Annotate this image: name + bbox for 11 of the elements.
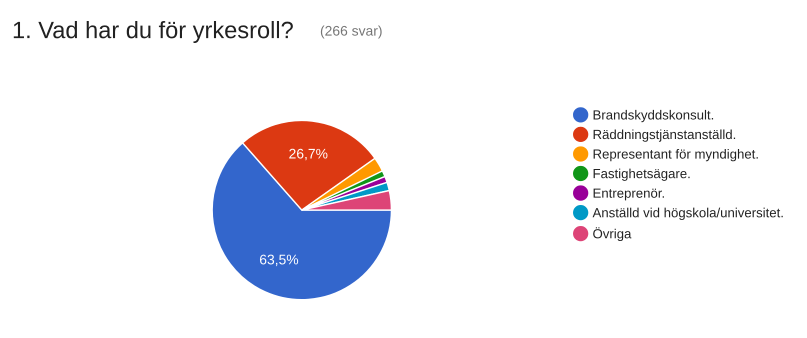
legend-label: Representant för myndighet. [594, 149, 758, 162]
legend-label: Räddningstjänstanställd. [594, 129, 736, 142]
data-label: 63,5% [260, 254, 298, 266]
data-label: 26,7% [289, 148, 328, 160]
legend-label: Entreprenör. [594, 188, 664, 200]
legend-label: Brandskyddskonsult. [594, 110, 714, 122]
legend-label: Övriga [593, 227, 632, 242]
chart-title: 1. Vad har du för yrkesroll? [14, 20, 293, 44]
legend-label: Fastighetsägare. [594, 168, 690, 181]
chart-subtitle: (266 svar) [320, 26, 382, 38]
legend-label: Anställd vid högskola/universitet. [592, 208, 783, 220]
